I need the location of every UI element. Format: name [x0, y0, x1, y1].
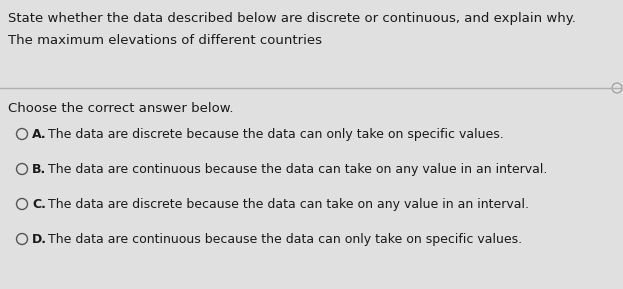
Text: Choose the correct answer below.: Choose the correct answer below.: [8, 102, 234, 115]
Text: The data are discrete because the data can take on any value in an interval.: The data are discrete because the data c…: [48, 198, 529, 211]
Text: The maximum elevations of different countries: The maximum elevations of different coun…: [8, 34, 322, 47]
Text: The data are continuous because the data can only take on specific values.: The data are continuous because the data…: [48, 233, 522, 246]
Text: D.: D.: [32, 233, 47, 246]
Text: B.: B.: [32, 163, 46, 176]
Text: A.: A.: [32, 128, 47, 141]
Text: C.: C.: [32, 198, 46, 211]
Text: The data are discrete because the data can only take on specific values.: The data are discrete because the data c…: [48, 128, 504, 141]
Text: State whether the data described below are discrete or continuous, and explain w: State whether the data described below a…: [8, 12, 576, 25]
Text: The data are continuous because the data can take on any value in an interval.: The data are continuous because the data…: [48, 163, 548, 176]
